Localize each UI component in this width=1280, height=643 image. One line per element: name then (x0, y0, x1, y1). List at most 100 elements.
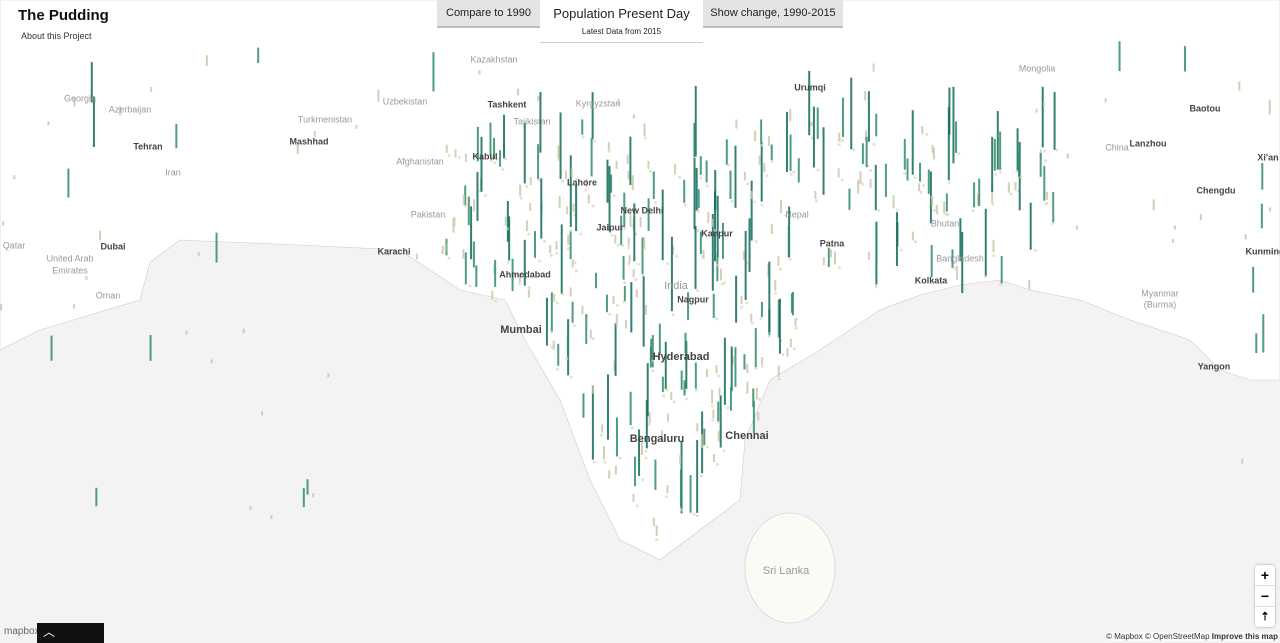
population-spike (689, 475, 692, 513)
density-dot (484, 194, 488, 198)
density-dot (840, 178, 844, 182)
density-dot (971, 209, 975, 213)
density-dot (705, 184, 709, 188)
density-dot (777, 377, 781, 381)
population-spike (911, 231, 914, 241)
density-dot (662, 438, 666, 442)
density-dot (810, 136, 814, 140)
density-dot (794, 327, 798, 331)
population-spike (620, 215, 623, 246)
population-spike (1268, 99, 1271, 115)
population-spike (794, 318, 797, 327)
density-dot (914, 240, 918, 244)
population-spike (643, 237, 646, 248)
density-dot (555, 251, 559, 255)
population-spike (622, 255, 625, 280)
density-dot (641, 273, 645, 277)
population-spike (185, 330, 188, 335)
tab-active[interactable]: Population Present Day Latest Data from 2… (540, 0, 703, 43)
population-spike (517, 88, 520, 96)
density-dot (665, 262, 669, 266)
population-spike (518, 274, 521, 283)
zoom-in[interactable]: + (1255, 565, 1275, 586)
population-spike (791, 291, 794, 316)
density-dot (922, 184, 926, 188)
density-dot (726, 163, 730, 167)
population-spike (785, 111, 788, 172)
population-spike (687, 292, 690, 320)
population-spike (270, 514, 273, 520)
region-label: Emirates (52, 265, 88, 275)
density-dot (770, 160, 774, 164)
density-dot (468, 284, 472, 288)
population-spike (454, 149, 457, 158)
density-dot (566, 247, 570, 251)
population-spike (569, 231, 572, 260)
density-dot (852, 148, 856, 152)
population-spike (790, 293, 793, 313)
tab[interactable]: Show change, 1990-2015 (703, 0, 843, 28)
mapbox-logo[interactable]: mapbox (4, 626, 40, 637)
population-spike (921, 126, 924, 135)
population-spike (865, 136, 868, 168)
population-spike (777, 256, 780, 266)
population-spike (1016, 128, 1019, 172)
density-dot (655, 538, 659, 542)
toggle-button[interactable]: ︿ (37, 623, 104, 643)
population-spike (1171, 238, 1174, 243)
population-spike (627, 170, 630, 180)
population-spike (13, 175, 16, 180)
population-spike (670, 391, 673, 400)
population-spike (73, 97, 76, 107)
city-label: Dubai (100, 241, 125, 251)
population-spike (722, 222, 725, 259)
attr-mapbox[interactable]: © Mapbox (1106, 632, 1143, 641)
attr-osm[interactable]: © OpenStreetMap (1144, 632, 1210, 641)
population-spike (697, 189, 700, 208)
population-spike (719, 395, 722, 448)
population-spike (808, 70, 811, 136)
city-label: Tashkent (488, 99, 527, 109)
zoom-out[interactable]: − (1255, 586, 1275, 607)
density-dot (1043, 149, 1047, 153)
density-dot (494, 299, 498, 303)
population-spike (571, 301, 574, 323)
population-spike (993, 138, 996, 171)
region-label: Uzbekistan (383, 96, 428, 106)
region-label: Pakistan (411, 209, 446, 219)
population-spike (814, 190, 817, 199)
population-spike (558, 195, 561, 209)
population-spike (693, 122, 696, 158)
population-spike (529, 202, 532, 211)
population-spike (760, 119, 763, 145)
population-spike (652, 517, 655, 526)
population-spike (848, 188, 851, 210)
density-dot (651, 369, 655, 373)
population-spike (491, 290, 494, 300)
population-spike (767, 136, 770, 146)
population-spike (991, 136, 994, 192)
population-spike (670, 236, 673, 312)
population-spike (696, 439, 699, 513)
population-spike (842, 97, 845, 137)
density-dot (695, 514, 699, 518)
population-spike (572, 203, 575, 212)
density-dot (774, 291, 778, 295)
density-dot (447, 256, 451, 260)
population-spike (632, 114, 635, 119)
density-dot (999, 283, 1003, 287)
tab[interactable]: Compare to 1990 (437, 0, 540, 28)
brand[interactable]: The Pudding (18, 7, 109, 24)
population-spike (978, 178, 981, 206)
region-label: Kyrgyzstan (576, 98, 621, 108)
density-dot (699, 474, 703, 478)
attr-improve[interactable]: Improve this map (1211, 632, 1278, 641)
region-label: (Burma) (1144, 299, 1177, 309)
region-label: Turkmenistan (298, 114, 352, 124)
density-dot (581, 135, 585, 139)
population-spike (693, 157, 696, 230)
reset-bearing[interactable]: ⇡ (1260, 611, 1270, 623)
population-spike (489, 122, 492, 156)
about-link[interactable]: About this Project (21, 31, 92, 41)
